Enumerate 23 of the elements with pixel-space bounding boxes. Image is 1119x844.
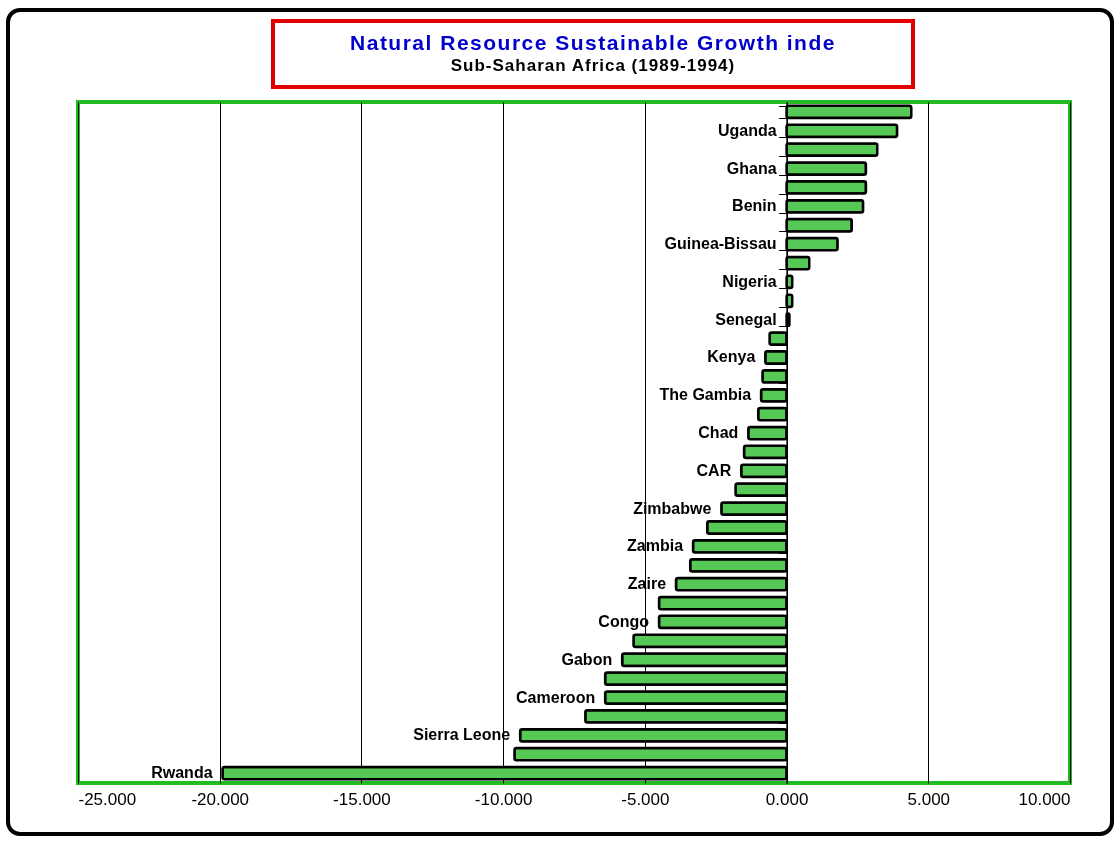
- y-tick-label: Kenya: [707, 348, 756, 366]
- chart-title: Natural Resource Sustainable Growth inde: [349, 31, 837, 55]
- chart-subtitle: Sub-Saharan Africa (1989-1994): [449, 56, 737, 76]
- y-tick-label: Chad: [698, 424, 739, 442]
- y-tick-label: Nigeria: [722, 272, 777, 290]
- y-tick-label: Senegal: [715, 310, 777, 328]
- y-tick-label: Benin: [732, 197, 777, 215]
- y-tick-label: The Gambia: [659, 386, 752, 404]
- y-tick-label: Rwanda: [151, 764, 213, 782]
- x-tick-label: -20.000: [191, 789, 250, 809]
- x-tick-label: 5.000: [907, 789, 951, 809]
- x-tick-label: -10.000: [474, 789, 533, 809]
- y-tick-label: Cameroon: [516, 688, 596, 706]
- x-tick-label: 10.000: [1018, 789, 1071, 809]
- y-tick-label: Guinea-Bissau: [664, 235, 777, 253]
- y-tick-label: Gabon: [561, 650, 613, 668]
- x-tick-label: -15.000: [333, 789, 391, 809]
- x-tick-label: -25.000: [78, 789, 137, 809]
- x-tick-label: 0.000: [765, 789, 809, 809]
- x-tick-label: -5.000: [621, 789, 670, 809]
- y-tick-label: Uganda: [717, 121, 777, 139]
- y-tick-label: CAR: [696, 461, 732, 479]
- y-tick-label: Ghana: [726, 159, 777, 177]
